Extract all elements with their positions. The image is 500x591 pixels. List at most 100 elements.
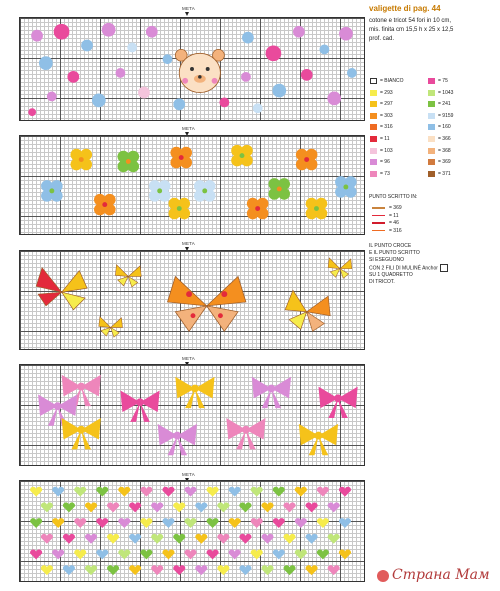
butterfly xyxy=(115,264,142,288)
meta-label: META xyxy=(182,472,195,477)
bow xyxy=(38,394,78,426)
color-swatch xyxy=(370,147,377,154)
legend-item: = 366 xyxy=(428,136,451,142)
heart xyxy=(162,486,175,497)
legend-item: = 316 xyxy=(370,124,393,131)
legend-item: = 96 xyxy=(370,159,390,166)
heart xyxy=(151,565,164,576)
legend-item: = 371 xyxy=(428,170,451,177)
backstitch-item: = 316 xyxy=(372,228,402,234)
heart xyxy=(261,502,274,513)
heart xyxy=(283,533,296,544)
heart xyxy=(327,502,340,513)
heart xyxy=(74,518,87,529)
legend-code: = 1043 xyxy=(438,89,454,96)
legend-code: = 241 xyxy=(438,101,451,108)
bow xyxy=(251,376,292,409)
pattern-panel-dots xyxy=(19,17,365,121)
meta-arrow-icon xyxy=(185,132,189,136)
heart xyxy=(84,565,98,576)
note-line: E IL PUNTO SCRITTO xyxy=(369,250,420,256)
heart xyxy=(40,565,53,576)
heart xyxy=(316,518,329,529)
heart xyxy=(162,518,175,529)
bows-motif xyxy=(38,374,358,456)
dots-bear-motif xyxy=(28,22,357,117)
heart xyxy=(151,502,164,513)
stitch-line-icon xyxy=(372,229,385,232)
bow xyxy=(61,417,101,450)
heart xyxy=(52,518,65,529)
heart xyxy=(140,549,153,560)
hearts-motif xyxy=(30,486,351,576)
pattern-title: valigette di pag. 44 xyxy=(369,4,441,13)
legend-item: = 75 xyxy=(428,78,448,84)
legend-item: = 11 xyxy=(370,136,390,142)
heart xyxy=(206,486,219,497)
color-swatch xyxy=(370,112,377,119)
heart xyxy=(30,549,43,560)
legend-code: = 293 xyxy=(380,89,393,96)
heart xyxy=(96,486,109,497)
heart xyxy=(173,565,186,576)
heart xyxy=(206,549,219,560)
legend-item: = 369 xyxy=(428,159,451,166)
butterfly xyxy=(166,275,247,333)
heart xyxy=(74,549,87,560)
heart xyxy=(129,502,142,513)
color-swatch xyxy=(370,136,377,142)
heart xyxy=(107,533,120,544)
heart xyxy=(305,502,318,513)
legend-code: = 160 xyxy=(438,124,451,131)
flower xyxy=(335,176,357,198)
meta-label: META xyxy=(182,6,195,11)
note-line: SI ESEGUONO xyxy=(369,257,405,263)
legend-code: = 96 xyxy=(380,159,390,166)
legend-code: = 11 xyxy=(380,136,390,142)
color-swatch xyxy=(370,89,377,96)
legend-item: = 73 xyxy=(370,170,390,177)
backstitch-code: = 316 xyxy=(389,227,402,234)
backstitch-code: = 46 xyxy=(389,220,399,226)
legend-code: = 369 xyxy=(438,159,451,166)
heart xyxy=(107,565,120,576)
color-swatch xyxy=(428,78,435,84)
legend-code: = BIANCO xyxy=(380,78,404,84)
stitch-line-icon xyxy=(372,207,385,209)
heart xyxy=(129,565,142,576)
butterfly xyxy=(35,266,88,311)
heart xyxy=(62,533,76,544)
heart xyxy=(52,549,65,560)
flower xyxy=(148,180,171,202)
backstitch-item: = 369 xyxy=(372,205,402,211)
heart xyxy=(173,502,186,513)
polka-dots xyxy=(28,22,357,117)
color-swatch xyxy=(428,101,435,108)
flowers-motif xyxy=(41,144,357,220)
heart xyxy=(162,549,175,560)
flower xyxy=(231,144,253,167)
legend-item: = 160 xyxy=(428,124,451,131)
heart xyxy=(294,518,307,529)
heart xyxy=(316,549,329,560)
heart xyxy=(96,549,109,560)
note-line: IL PUNTO CROCE xyxy=(369,243,412,249)
heart xyxy=(228,486,241,497)
heart xyxy=(316,486,329,497)
color-swatch xyxy=(370,124,377,131)
heart xyxy=(228,518,241,529)
pattern-panel-hearts xyxy=(19,480,365,582)
heart xyxy=(272,518,285,529)
meta-arrow-icon xyxy=(185,12,189,16)
heart xyxy=(84,533,98,544)
color-swatch xyxy=(428,147,435,154)
heart xyxy=(40,502,53,513)
heart xyxy=(338,518,351,529)
backstitch-title: PUNTO SCRITTO IN: xyxy=(369,194,418,200)
butterflies-motif xyxy=(35,257,353,338)
flower xyxy=(295,148,318,171)
note-line: SU 1 QUADRETTO xyxy=(369,272,413,279)
legend-code: = 103 xyxy=(380,147,393,154)
flower xyxy=(246,197,269,220)
heart xyxy=(272,549,285,560)
